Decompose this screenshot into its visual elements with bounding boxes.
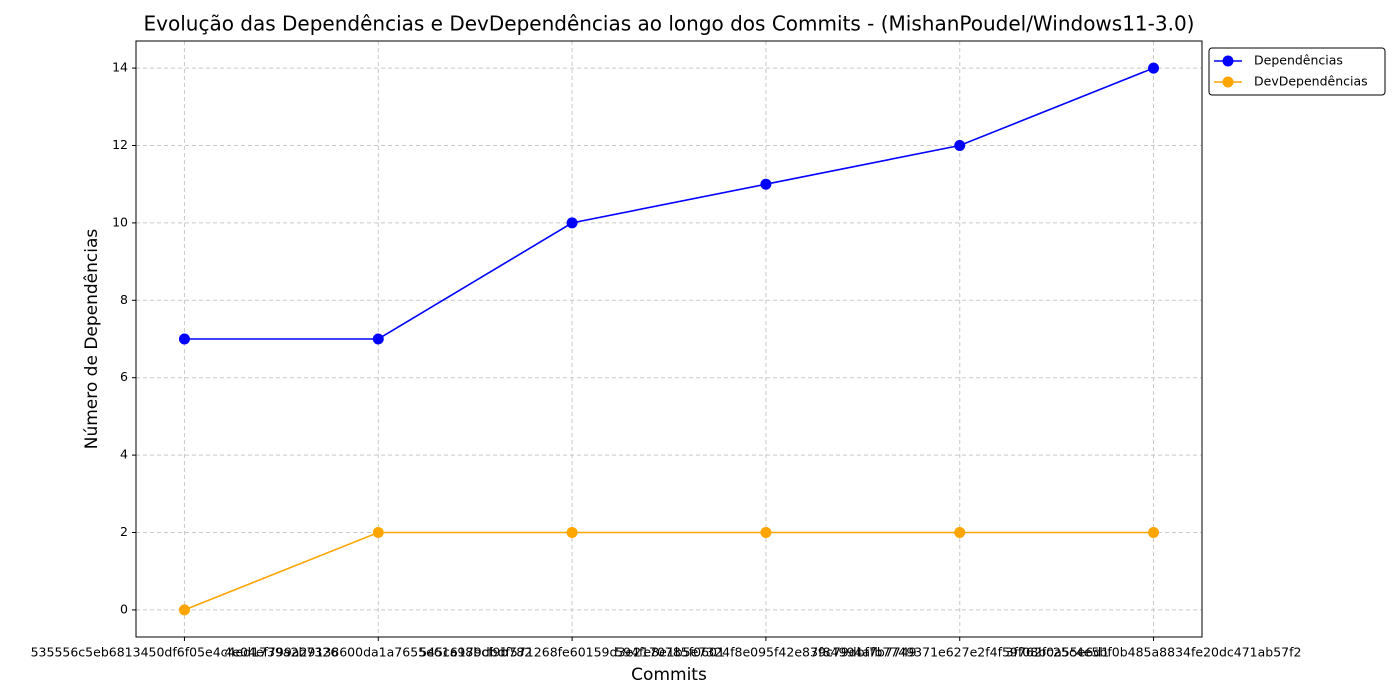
data-point: [178, 333, 190, 345]
data-point: [566, 527, 578, 539]
x-tick-label: 7f84994afb7749371e627e2f4f59f08b0a55e6d1: [810, 645, 1109, 660]
y-tick-label: 0: [120, 601, 128, 616]
x-tick-label: 4e04ef799a29138600da1a7655e61a98bcf9b782: [224, 645, 532, 660]
data-point: [760, 527, 772, 539]
legend-label: DevDependências: [1254, 74, 1368, 89]
legend-label: Dependências: [1254, 53, 1343, 68]
data-point: [372, 333, 384, 345]
data-point: [954, 527, 966, 539]
data-point: [1148, 527, 1160, 539]
legend-marker: [1222, 55, 1234, 67]
plot: [178, 62, 1160, 616]
data-point: [760, 178, 772, 190]
legend: [1208, 47, 1386, 96]
y-tick-label: 8: [120, 292, 128, 307]
y-tick-label: 12: [112, 137, 128, 152]
legend-marker: [1222, 76, 1234, 88]
chart-title: Evolução das Dependências e DevDependênc…: [144, 12, 1195, 36]
x-tick-label: 3f762fc25c4e5bf0b485a8834fe20dc471ab57f2: [1006, 645, 1302, 660]
x-axis-label: Commits: [631, 665, 707, 685]
series-line: [184, 67, 1154, 340]
y-tick-label: 2: [120, 524, 128, 539]
x-tick-label: 545c6179dbdf571268fe60159d3e2170785f0601: [419, 645, 725, 660]
data-point: [372, 527, 384, 539]
x-tick-label: 535556c5eb6813450df6f05e4c4ed1739a2b7326: [31, 645, 339, 660]
data-point: [1148, 62, 1160, 74]
y-tick-label: 14: [112, 60, 128, 75]
plot-frame: [135, 40, 1203, 638]
data-point: [954, 139, 966, 151]
data-point: [566, 217, 578, 229]
x-tick-label: 594fe8e1b5e7324f8e095f42e839c79dbf7b7749: [615, 645, 916, 660]
y-tick-label: 6: [120, 369, 128, 384]
y-axis-label: Número de Dependências: [82, 229, 102, 450]
data-point: [178, 604, 190, 616]
series-line: [184, 531, 1154, 611]
y-tick-label: 4: [120, 447, 128, 462]
y-tick-label: 10: [112, 214, 128, 229]
